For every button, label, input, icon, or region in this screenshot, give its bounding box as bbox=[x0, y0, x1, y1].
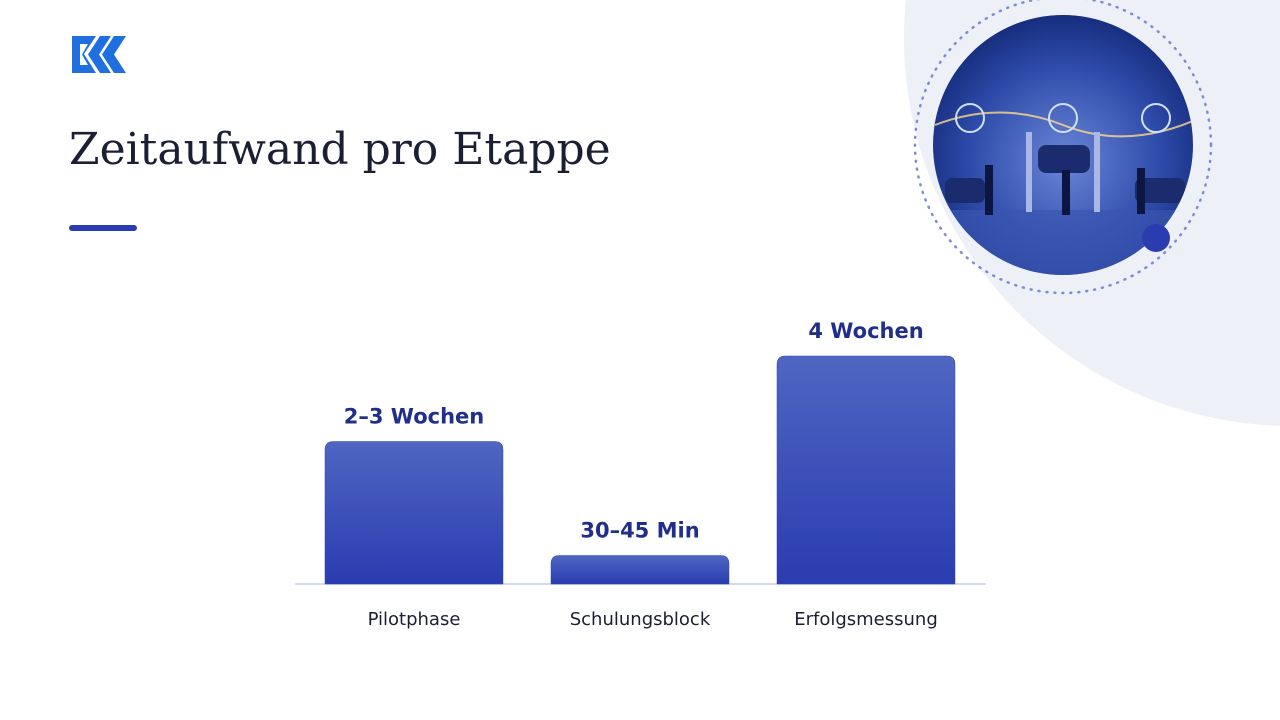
value-label: 2–3 Wochen bbox=[344, 405, 484, 429]
value-label: 30–45 Min bbox=[580, 519, 699, 543]
bar bbox=[776, 355, 956, 585]
title-underline bbox=[69, 225, 137, 231]
x-tick-label: Pilotphase bbox=[368, 609, 461, 630]
bar bbox=[324, 441, 504, 585]
x-tick-label: Erfolgsmessung bbox=[794, 609, 938, 630]
value-label: 4 Wochen bbox=[808, 319, 923, 343]
bar bbox=[550, 555, 730, 585]
dotted-ring bbox=[913, 0, 1213, 295]
chart-title: Zeitaufwand pro Etappe bbox=[69, 124, 611, 175]
logo bbox=[72, 36, 126, 73]
accent-dot bbox=[1142, 224, 1170, 252]
x-tick-label: Schulungsblock bbox=[570, 609, 711, 630]
